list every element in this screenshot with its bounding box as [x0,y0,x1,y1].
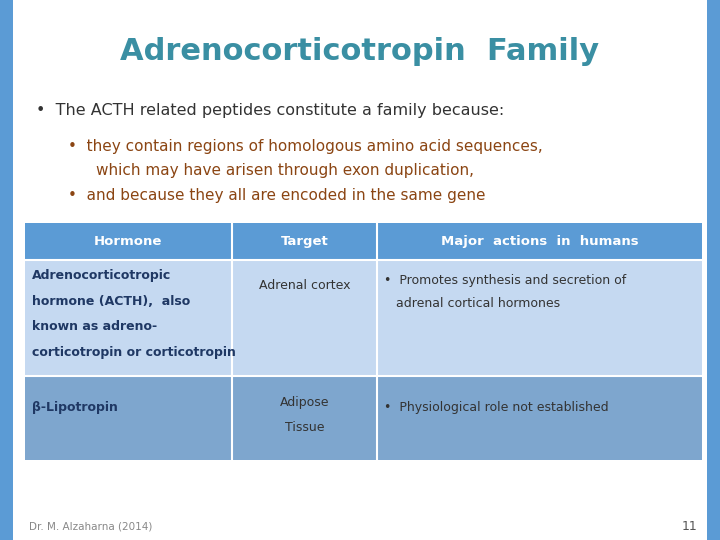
Text: Adipose: Adipose [279,396,329,409]
Text: Tissue: Tissue [284,421,324,434]
Text: •  The ACTH related peptides constitute a family because:: • The ACTH related peptides constitute a… [36,103,504,118]
Text: •  they contain regions of homologous amino acid sequences,: • they contain regions of homologous ami… [68,139,543,154]
Text: •  Promotes synthesis and secretion of: • Promotes synthesis and secretion of [384,274,626,287]
Bar [25,260,702,376]
Text: adrenal cortical hormones: adrenal cortical hormones [384,298,560,310]
Text: corticotropin or corticotropin: corticotropin or corticotropin [32,346,236,359]
Text: •  and because they all are encoded in the same gene: • and because they all are encoded in th… [68,188,486,203]
Text: known as adreno-: known as adreno- [32,320,158,333]
Bar [0,0,13,540]
Bar [707,0,720,540]
Text: Major  actions  in  humans: Major actions in humans [441,235,639,248]
Bar [25,223,702,260]
Text: 11: 11 [681,520,697,533]
Text: Adrenocorticotropin  Family: Adrenocorticotropin Family [120,37,600,66]
Text: hormone (ACTH),  also: hormone (ACTH), also [32,294,191,307]
Text: β-Lipotropin: β-Lipotropin [32,401,118,414]
Text: Target: Target [281,235,328,248]
Text: Adrenal cortex: Adrenal cortex [258,279,350,292]
Text: which may have arisen through exon duplication,: which may have arisen through exon dupli… [96,163,474,178]
Text: Adrenocorticotropic: Adrenocorticotropic [32,269,171,282]
Bar [25,376,702,460]
Text: Dr. M. Alzaharna (2014): Dr. M. Alzaharna (2014) [29,522,152,531]
Text: •  Physiological role not established: • Physiological role not established [384,401,609,414]
Text: Hormone: Hormone [94,235,163,248]
